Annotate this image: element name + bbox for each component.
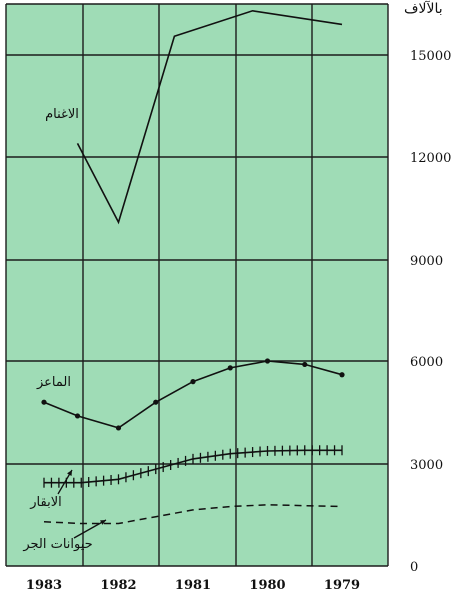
- y-tick-label: 9000: [410, 254, 443, 269]
- series-line-sheep: [76, 9, 343, 225]
- series-group: الاغنام الماعز الابقار حيوانات الجر: [22, 9, 345, 552]
- x-tick-label: 1980: [249, 578, 285, 593]
- series-line-draft-animals: [43, 504, 343, 525]
- series-label-cattle-arrowhead: [67, 470, 72, 476]
- series-point-goats: [190, 379, 196, 385]
- series-point-goats: [115, 425, 122, 431]
- x-tick-label: 1979: [324, 578, 360, 593]
- plot-background: [6, 4, 388, 566]
- y-tick-label: 15000: [410, 49, 451, 64]
- y-tick-label: 3000: [410, 458, 443, 473]
- x-tick-label: 1983: [26, 578, 62, 593]
- series-point-goats: [74, 413, 81, 419]
- series-label-cattle: الابقار: [29, 495, 61, 510]
- x-tick-label: 1982: [100, 578, 136, 593]
- series-label-sheep: الاغنام: [45, 107, 79, 122]
- series-point-goats: [264, 358, 271, 364]
- series-point-goats: [302, 361, 308, 368]
- series-point-goats: [153, 399, 159, 405]
- series-label-draft-animals-pointer: [73, 519, 107, 539]
- y-tick-label: 0: [410, 560, 418, 575]
- series-label-draft-animals: حيوانات الجر: [22, 537, 92, 552]
- y-tick-label: 12000: [410, 151, 451, 166]
- y-tick-label: 6000: [410, 355, 443, 370]
- series-label-goats: الماعز: [36, 375, 71, 390]
- series-point-goats: [339, 372, 345, 378]
- series-point-goats: [227, 365, 233, 371]
- series-label-draft-animals-arrowhead: [100, 520, 106, 525]
- x-tick-label: 1981: [175, 578, 211, 593]
- series-point-goats: [41, 399, 47, 405]
- y-unit-label: بالآلاف: [404, 1, 443, 17]
